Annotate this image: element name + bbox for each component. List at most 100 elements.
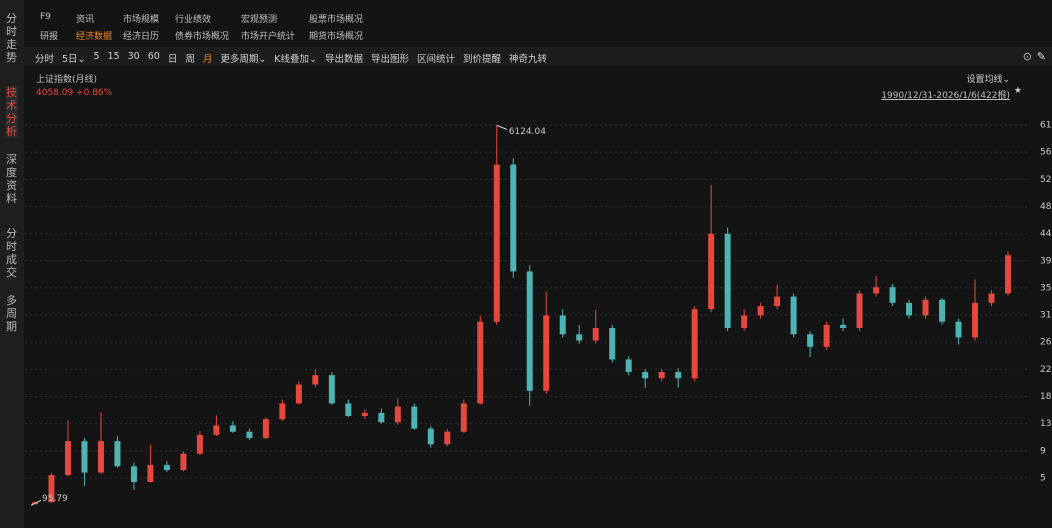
menu-item[interactable]: F9 [40, 12, 51, 22]
candle-body [295, 384, 302, 404]
candle-body [279, 403, 286, 420]
candle-body [411, 406, 418, 429]
candle-body [675, 372, 682, 379]
candle-body [48, 475, 55, 503]
y-tick-label: 44 [1040, 229, 1052, 239]
candle-body [873, 287, 880, 294]
menu-item[interactable]: 市场开户统计 [241, 32, 296, 42]
sidebar-tab[interactable]: 技术分析 [6, 86, 18, 138]
toolbar-button[interactable]: K线叠加⌄ [274, 54, 317, 65]
y-tick-label: 48 [1040, 202, 1052, 212]
candle-body [444, 431, 451, 445]
draw-icon[interactable]: ✎ [1036, 50, 1046, 63]
candle-body [988, 293, 995, 303]
candle-body [955, 321, 962, 338]
menu-item[interactable]: 期货市场概况 [309, 32, 364, 42]
toolbar-button[interactable]: 5日⌄ [62, 54, 86, 65]
y-tick-label: 9 [1040, 446, 1046, 456]
candle-body [114, 441, 121, 467]
toolbar-button[interactable]: 分时 [35, 54, 55, 65]
candle-body [361, 412, 368, 417]
candle-body [213, 425, 220, 435]
candle-body [625, 359, 632, 373]
candle-body [609, 328, 616, 360]
sidebar-tab[interactable]: 分时走势 [6, 12, 17, 64]
menu-item[interactable]: 债券市场概况 [175, 32, 230, 42]
candle-body [790, 296, 797, 335]
candle-body [510, 164, 517, 272]
y-tick-label: 39 [1040, 256, 1052, 266]
candle-body [180, 453, 187, 471]
ma-setting[interactable]: 设置均线⌄ [966, 75, 1010, 85]
menu-item[interactable]: 市场规模 [123, 15, 160, 25]
candle-body [345, 403, 352, 417]
candle-body [130, 466, 137, 483]
candle-body [922, 299, 929, 316]
candle-body [889, 287, 896, 303]
chart-title: 上证指数(月线) [36, 75, 98, 85]
y-tick-label: 56 [1040, 148, 1052, 158]
menu-item[interactable]: 资讯 [76, 15, 95, 25]
menu-item[interactable]: 行业绩效 [175, 15, 212, 25]
candle-body [741, 315, 748, 329]
toolbar-button[interactable]: 60 [147, 51, 160, 62]
pin-icon[interactable]: ★ [1013, 86, 1022, 96]
y-tick-label: 22 [1040, 365, 1051, 375]
candle-body [774, 296, 781, 307]
y-tick-label: 5 [1040, 473, 1046, 483]
toolbar-button[interactable]: 日 [167, 54, 178, 65]
y-tick-label: 35 [1040, 283, 1051, 293]
toolbar [24, 47, 1052, 66]
quote: 4058.09 +0.86% [36, 88, 113, 98]
y-tick-label: 52 [1040, 175, 1051, 185]
toolbar-button[interactable]: 神奇九转 [508, 54, 547, 65]
candle-body [823, 324, 830, 347]
candle-body [526, 271, 533, 391]
candle-body [592, 328, 599, 341]
toolbar-button[interactable]: 30 [127, 51, 140, 62]
candle-body [807, 334, 814, 347]
toolbar-button[interactable]: 导出数据 [324, 54, 363, 65]
y-tick-label: 13 [1040, 419, 1051, 429]
y-tick-label: 26 [1040, 338, 1052, 348]
y-tick-label: 61 [1040, 120, 1051, 130]
candle-body [97, 441, 104, 473]
range-label[interactable]: 1990/12/31-2026/1/6(422根) [881, 91, 1010, 101]
candle-body [1005, 255, 1011, 294]
sidebar-tab[interactable]: 多周期 [6, 294, 17, 333]
sidebar-tab[interactable]: 深度资料 [6, 153, 17, 205]
candle-body [840, 324, 847, 329]
candle-body [394, 406, 401, 423]
candle-body [724, 233, 731, 329]
toolbar-button[interactable]: 更多周期⌄ [220, 54, 267, 65]
candle-body [312, 375, 319, 385]
menu-item[interactable]: 宏观预测 [241, 15, 278, 25]
toolbar-button[interactable]: 5 [93, 51, 100, 62]
candle-body [229, 425, 236, 432]
toolbar-button[interactable]: 周 [185, 54, 195, 65]
annotation-pointer [496, 124, 507, 130]
y-tick-label: 31 [1040, 311, 1051, 321]
menu-item[interactable]: 经济日历 [123, 32, 160, 42]
settings-icon[interactable]: ⊙ [1022, 50, 1032, 63]
candle-body [642, 372, 649, 379]
toolbar-button[interactable]: 区间统计 [416, 54, 455, 65]
candle-body [576, 334, 583, 341]
candle-body [658, 372, 665, 379]
menu-item[interactable]: 研报 [40, 32, 59, 42]
sidebar-tab[interactable]: 分时成交 [6, 227, 17, 279]
candle-body [906, 302, 913, 316]
max-label: 6124.04 [509, 127, 546, 137]
candle-body [493, 164, 500, 322]
menu-item[interactable]: 经济数据 [76, 32, 113, 42]
menu-item[interactable]: 股票市场概况 [309, 15, 364, 25]
toolbar-button[interactable]: 15 [107, 51, 120, 62]
toolbar-button[interactable]: 到价提醒 [462, 54, 501, 65]
candle-body [163, 465, 170, 471]
toolbar-button[interactable]: 月 [202, 54, 213, 65]
candle-body [328, 375, 335, 404]
candle-body [427, 428, 434, 445]
candle-body [477, 321, 484, 404]
toolbar-button[interactable]: 导出图形 [370, 54, 409, 65]
